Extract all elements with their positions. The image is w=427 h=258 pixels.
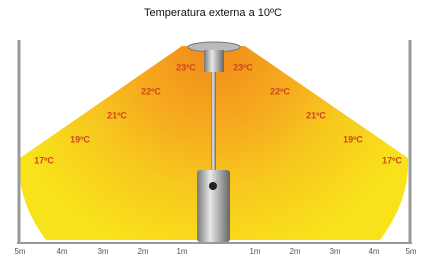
title: Temperatura externa a 10ºC (144, 7, 282, 19)
temp-label: 17ºC (34, 155, 54, 165)
axis-label: 1m (249, 247, 260, 256)
axis-label: 1m (176, 247, 187, 256)
temp-label: 21ºC (107, 110, 127, 120)
temp-label: 17ºC (382, 155, 402, 165)
temp-label: 19ºC (70, 134, 90, 144)
axis-label: 5m (405, 247, 416, 256)
temp-label: 19ºC (343, 134, 363, 144)
temp-label: 23ºC (233, 62, 253, 72)
axis-label: 4m (368, 247, 379, 256)
axis-label: 3m (97, 247, 108, 256)
axis-labels: 5m 4m 3m 2m 1m 1m 2m 3m 4m 5m (14, 247, 416, 256)
axis-label: 5m (14, 247, 25, 256)
temp-label: 22ºC (141, 86, 161, 96)
temp-label: 23ºC (176, 62, 196, 72)
axis-label: 4m (56, 247, 67, 256)
diagram: Temperatura externa a 10ºC 17ºC 19ºC 21º… (0, 0, 427, 258)
axis-label: 2m (289, 247, 300, 256)
temp-label: 21ºC (306, 110, 326, 120)
axis-label: 2m (137, 247, 148, 256)
temp-label: 22ºC (270, 86, 290, 96)
axis-label: 3m (329, 247, 340, 256)
